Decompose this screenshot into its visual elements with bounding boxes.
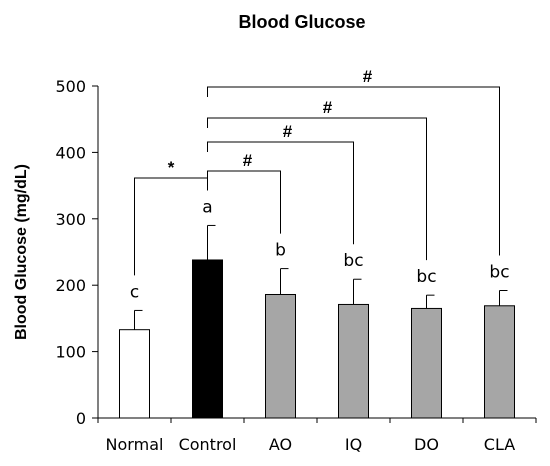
bracket-control-cla [207,86,500,256]
y-tick-label: 0 [76,409,86,428]
y-tick-label: 400 [55,143,86,162]
x-tick-label: Normal [106,435,164,454]
x-tick-label: Control [179,435,237,454]
bar-do [411,307,442,419]
bars-group: c a b bc bc bc [119,197,515,419]
y-tick-label: 200 [55,276,86,295]
bar-cla [484,305,515,419]
x-tick-label: CLA [484,435,515,454]
significance-letter: bc [489,263,509,283]
axes: 0 100 200 300 400 500 Normal Control AO IQ DO CLA [55,77,537,454]
bar-iq [338,303,369,419]
significance-symbol: # [323,98,333,117]
significance-letter: bc [416,267,436,287]
y-tick-label: 300 [55,210,86,229]
bar-ao [265,293,296,419]
significance-symbol: # [283,122,293,141]
bracket-normal-control [134,177,208,276]
significance-letter: b [275,241,286,261]
chart-title: Blood Glucose [238,12,365,32]
y-tick-label: 100 [55,343,86,362]
y-axis-label: Blood Glucose (mg/dL) [13,164,30,340]
significance-letter: c [130,282,139,302]
x-tick-label: IQ [345,435,362,454]
bar-control [192,259,223,419]
bracket-control-ao [207,170,281,234]
x-tick-label: DO [414,435,439,454]
significance-symbol: * [168,158,175,177]
y-tick-label: 500 [55,77,86,96]
bracket-control-iq [207,141,354,245]
significance-symbol: # [243,151,253,170]
x-tick-label: AO [269,435,292,454]
significance-brackets: * # # # # [134,67,500,276]
significance-symbol: # [363,67,373,86]
bar-normal [119,329,150,419]
significance-letter: bc [343,251,363,271]
significance-letter: a [202,197,212,217]
bracket-control-do [207,117,427,261]
